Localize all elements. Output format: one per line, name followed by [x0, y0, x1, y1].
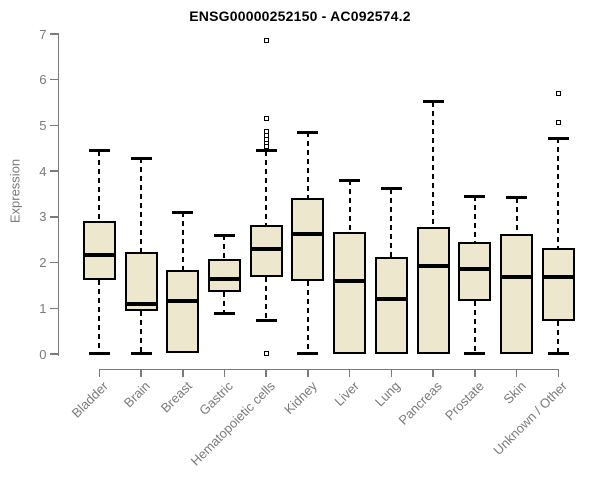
outlier-point: [555, 120, 561, 126]
upper-whisker-cap: [130, 156, 152, 160]
y-tick-label: 3: [39, 209, 47, 225]
upper-whisker: [348, 180, 351, 232]
upper-whisker-cap: [464, 194, 486, 198]
lower-whisker: [98, 279, 101, 354]
y-tick-mark: [49, 307, 58, 310]
upper-whisker: [473, 196, 476, 242]
upper-whisker: [181, 212, 184, 271]
upper-whisker: [223, 235, 226, 260]
median-line: [500, 274, 534, 279]
upper-whisker: [140, 158, 143, 252]
box-unknown-other: [541, 247, 575, 322]
lower-whisker: [140, 311, 143, 354]
upper-whisker: [390, 188, 393, 257]
lower-whisker: [473, 300, 476, 354]
y-tick-mark: [49, 170, 58, 172]
x-tick-mark: [348, 370, 351, 377]
box-skin: [500, 234, 534, 354]
x-tick-mark: [265, 370, 267, 377]
upper-whisker: [265, 150, 268, 226]
outlier-point: [263, 116, 269, 122]
outlier-point: [555, 90, 561, 96]
x-tick-mark: [515, 370, 518, 377]
lower-whisker: [306, 280, 309, 354]
y-tick-label: 6: [39, 72, 47, 88]
box-breast: [166, 270, 200, 354]
y-tick-mark: [49, 33, 58, 35]
y-tick-mark: [49, 261, 58, 264]
upper-whisker-cap: [172, 210, 194, 214]
median-line: [124, 301, 158, 306]
median-line: [458, 266, 492, 271]
upper-whisker-cap: [547, 136, 569, 140]
box-gastric: [207, 259, 241, 292]
x-tick-mark: [182, 370, 184, 377]
median-line: [416, 263, 450, 268]
lower-whisker-cap: [88, 351, 110, 355]
box-prostate: [458, 241, 492, 301]
upper-whisker: [515, 197, 518, 235]
upper-whisker: [432, 101, 435, 228]
y-tick-label: 5: [39, 117, 47, 133]
median-line: [541, 275, 575, 280]
upper-whisker-cap: [506, 196, 528, 200]
outlier-point: [263, 350, 269, 356]
y-tick-label: 1: [39, 300, 47, 316]
y-tick-label: 0: [39, 346, 47, 362]
lower-whisker-cap: [130, 351, 152, 355]
median-line: [166, 298, 200, 303]
y-tick-mark: [49, 216, 58, 218]
lower-whisker-cap: [255, 318, 277, 322]
box-brain: [124, 251, 158, 312]
y-tick-mark: [49, 353, 58, 355]
y-tick-mark: [49, 78, 58, 81]
x-tick-mark: [390, 370, 393, 377]
x-tick-mark: [223, 370, 226, 377]
upper-whisker-cap: [297, 130, 319, 134]
y-tick-label: 2: [39, 255, 47, 271]
lower-whisker-cap: [547, 351, 569, 355]
y-axis-line: [57, 33, 59, 356]
median-line: [333, 278, 367, 283]
upper-whisker: [306, 132, 309, 198]
lower-whisker: [557, 321, 560, 354]
upper-whisker-cap: [213, 233, 235, 237]
box-kidney: [291, 197, 325, 281]
upper-whisker-cap: [255, 149, 277, 153]
lower-whisker-cap: [213, 312, 235, 316]
lower-whisker: [265, 276, 268, 321]
median-line: [374, 297, 408, 302]
y-tick-label: 4: [39, 163, 47, 179]
chart-title: ENSG00000252150 - AC092574.2: [189, 8, 411, 24]
box-liver: [333, 231, 367, 354]
x-tick-mark: [140, 370, 142, 377]
lower-whisker-cap: [464, 351, 486, 355]
lower-whisker: [223, 291, 226, 314]
y-tick-mark: [49, 124, 58, 127]
x-tick-mark: [307, 370, 309, 377]
upper-whisker-cap: [422, 100, 444, 104]
median-line: [207, 277, 241, 282]
outlier-point: [263, 128, 269, 134]
x-axis-line: [98, 368, 560, 370]
x-tick-mark: [98, 370, 101, 377]
x-tick-mark: [432, 370, 434, 377]
y-tick-label: 7: [39, 26, 47, 42]
upper-whisker-cap: [339, 178, 361, 182]
upper-whisker: [98, 150, 101, 222]
box-pancreas: [416, 227, 450, 354]
outlier-point: [263, 38, 269, 44]
box-lung: [374, 256, 408, 354]
median-line: [249, 247, 283, 252]
upper-whisker-cap: [88, 149, 110, 153]
x-tick-mark: [557, 370, 560, 377]
median-line: [291, 231, 325, 236]
upper-whisker-cap: [380, 187, 402, 190]
median-line: [82, 252, 116, 257]
upper-whisker: [557, 138, 560, 248]
x-tick-mark: [474, 370, 476, 377]
box-bladder: [82, 221, 116, 280]
lower-whisker-cap: [297, 351, 319, 355]
